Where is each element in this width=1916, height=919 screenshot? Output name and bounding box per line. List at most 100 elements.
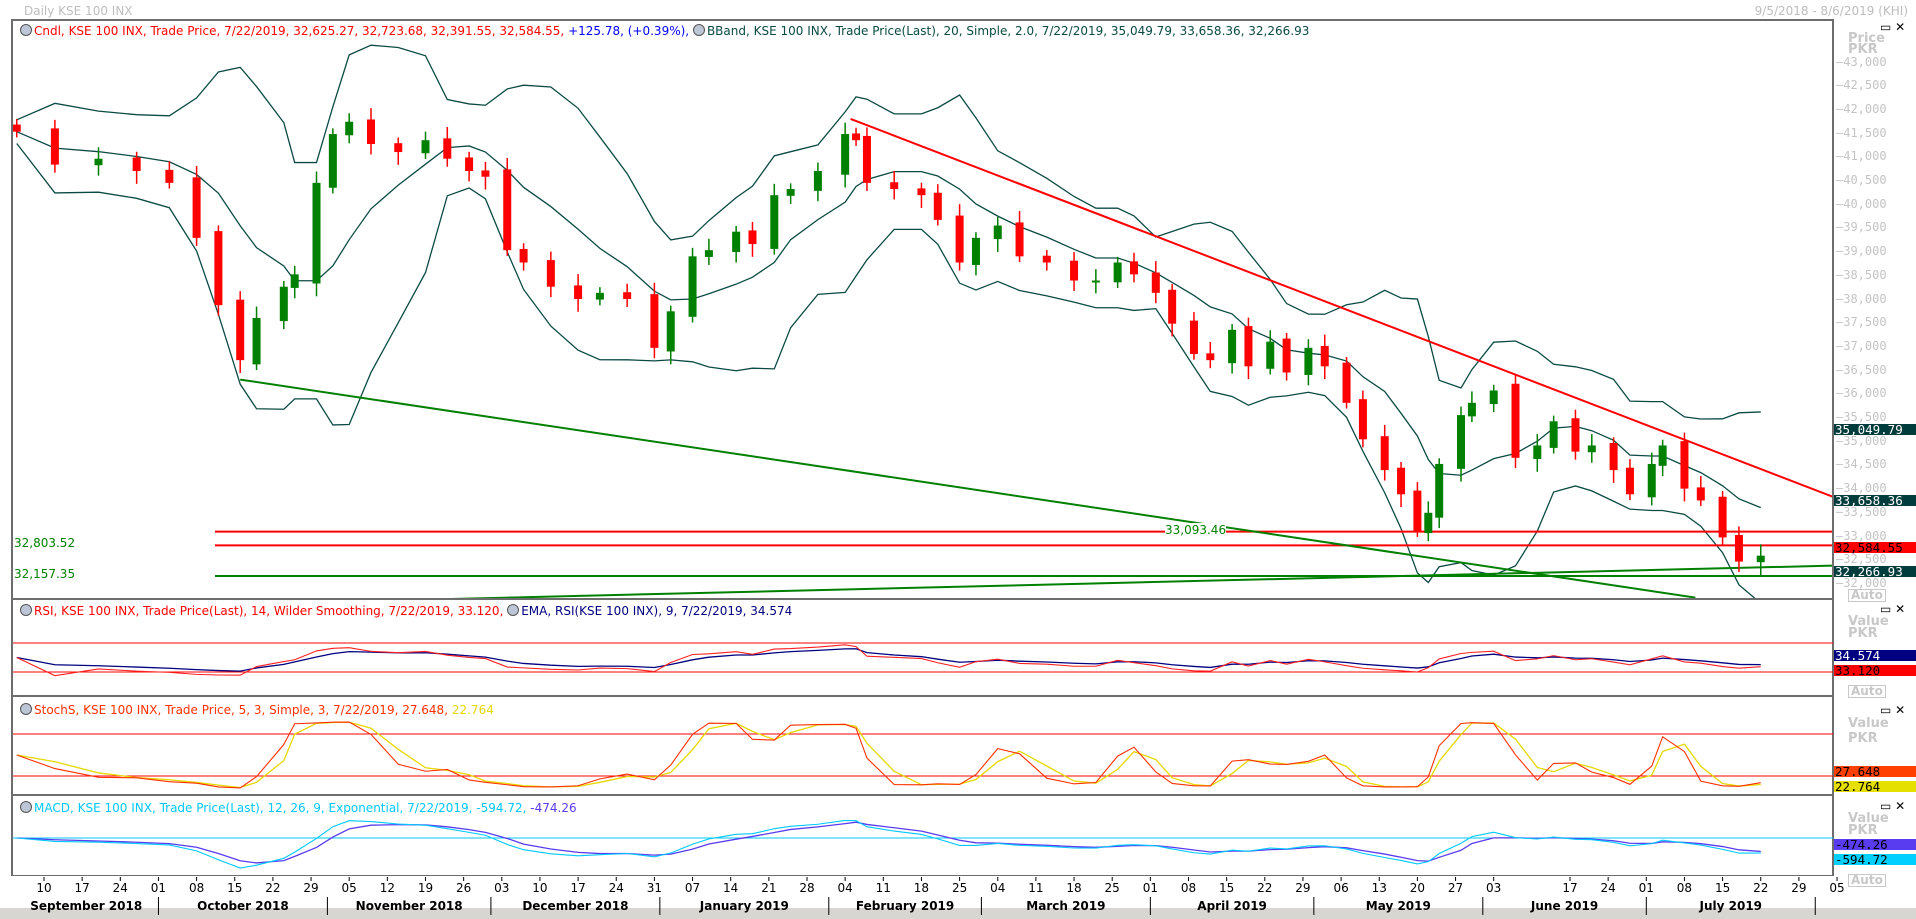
clock-icon[interactable] bbox=[692, 24, 705, 36]
x-tick-label: 15 bbox=[1714, 881, 1731, 895]
candle-body bbox=[50, 128, 59, 165]
bband-middle bbox=[16, 131, 1761, 509]
x-tick-label: 24 bbox=[608, 881, 624, 895]
x-tick-label: 01 bbox=[1142, 881, 1158, 895]
candle-body bbox=[786, 189, 795, 196]
auto-scale-button[interactable]: Auto bbox=[1848, 589, 1886, 602]
rsi-axis-title: Value bbox=[1848, 614, 1889, 629]
x-tick-label: 29 bbox=[1791, 881, 1807, 895]
candle-body bbox=[1413, 490, 1422, 532]
macd-signal-line bbox=[16, 821, 1761, 864]
clock-icon[interactable] bbox=[20, 24, 32, 36]
x-tick-label: 01 bbox=[1638, 881, 1654, 895]
maximize-close-buttons[interactable]: ▭ ✕ bbox=[1880, 20, 1906, 34]
candle-body bbox=[1734, 535, 1743, 562]
x-tick-label: 27 bbox=[1447, 881, 1464, 895]
x-tick-label: 07 bbox=[684, 881, 701, 895]
month-label: April 2019 bbox=[1197, 899, 1267, 913]
macd-axis-title: Value bbox=[1848, 811, 1889, 826]
rsi-axis-unit: PKR bbox=[1848, 626, 1878, 641]
candle-body bbox=[732, 231, 741, 253]
x-tick-label: 06 bbox=[1333, 881, 1349, 895]
candle-body bbox=[574, 285, 583, 299]
candle-body bbox=[465, 157, 474, 172]
month-label: June 2019 bbox=[1530, 899, 1599, 913]
level-label: 32,803.52 bbox=[14, 536, 76, 551]
rsi-legend-text[interactable]: RSI, KSE 100 INX, Trade Price(Last), 14,… bbox=[34, 604, 504, 618]
x-tick-label: 17 bbox=[74, 881, 90, 895]
candle-body bbox=[955, 215, 964, 263]
candle-body bbox=[770, 195, 779, 249]
x-tick-label: 26 bbox=[456, 881, 472, 895]
month-label: September 2018 bbox=[30, 899, 143, 913]
candle-body bbox=[1189, 320, 1198, 354]
x-tick-label: 15 bbox=[227, 881, 243, 895]
price-tick-label: –42,500 bbox=[1836, 78, 1887, 93]
candle-body bbox=[1680, 441, 1689, 489]
candle-body bbox=[1320, 345, 1329, 367]
candle-body bbox=[666, 311, 675, 352]
candle-body bbox=[1113, 262, 1122, 283]
candle-body bbox=[1609, 443, 1618, 471]
clock-icon[interactable] bbox=[20, 703, 32, 715]
x-tick-label: 29 bbox=[303, 881, 319, 895]
clock-icon[interactable] bbox=[20, 604, 32, 616]
date-range: 9/5/2018 - 8/6/2019 (KHI) bbox=[1754, 4, 1908, 18]
rsi-value-box: 33.120 bbox=[1834, 664, 1916, 677]
price-tick-label: –36,000 bbox=[1836, 386, 1887, 401]
month-label: March 2019 bbox=[1026, 899, 1106, 913]
maximize-close-buttons[interactable]: ▭ ✕ bbox=[1880, 602, 1906, 616]
cndl-legend[interactable]: Cndl, KSE 100 INX, Trade Price, 7/22/201… bbox=[34, 24, 565, 38]
macd-line bbox=[16, 819, 1761, 869]
x-tick-label: 18 bbox=[1066, 881, 1082, 895]
candle-body bbox=[1467, 402, 1476, 417]
auto-scale-button[interactable]: Auto bbox=[1848, 685, 1886, 698]
candle-body bbox=[1457, 415, 1465, 469]
signal-value-box: -474.26 bbox=[1834, 838, 1916, 851]
x-tick-label: 18 bbox=[913, 881, 930, 895]
candle-body bbox=[165, 169, 174, 183]
price-tick-label: –32,000 bbox=[1836, 575, 1887, 590]
candle-body bbox=[623, 292, 632, 299]
x-tick-label: 12 bbox=[379, 881, 395, 895]
candle-body bbox=[503, 169, 512, 251]
candle-body bbox=[192, 177, 201, 238]
x-tick-label: 29 bbox=[1295, 881, 1311, 895]
month-label: May 2019 bbox=[1365, 899, 1431, 913]
month-label: November 2018 bbox=[355, 899, 463, 913]
price-tick-label: –41,500 bbox=[1836, 125, 1887, 140]
price-tick-label: –36,500 bbox=[1836, 362, 1887, 377]
x-tick-label: 04 bbox=[990, 881, 1006, 895]
maximize-close-buttons[interactable]: ▭ ✕ bbox=[1880, 799, 1906, 813]
macd-legend-text[interactable]: MACD, KSE 100 INX, Trade Price(Last), 12… bbox=[34, 801, 527, 815]
stoch-d-value-box: 22.764 bbox=[1834, 780, 1916, 793]
month-label: February 2019 bbox=[855, 899, 955, 913]
price-tick-label: –38,500 bbox=[1836, 267, 1887, 282]
x-tick-label: 24 bbox=[112, 881, 128, 895]
candle-body bbox=[367, 119, 375, 145]
maximize-close-buttons[interactable]: ▭ ✕ bbox=[1880, 703, 1906, 717]
stoch-legend-text[interactable]: StochS, KSE 100 INX, Trade Price, 5, 3, … bbox=[34, 703, 449, 717]
window-title: Daily KSE 100 INX bbox=[24, 4, 133, 18]
candle-body bbox=[13, 124, 21, 132]
clock-icon[interactable] bbox=[507, 604, 520, 616]
price-tick-label: –33,000 bbox=[1836, 528, 1887, 543]
ema-legend-text[interactable]: EMA, RSI(KSE 100 INX), 9, 7/22/2019, 34.… bbox=[521, 604, 793, 618]
rsi-legend: RSI, KSE 100 INX, Trade Price(Last), 14,… bbox=[20, 604, 792, 618]
auto-scale-button[interactable]: Auto bbox=[1848, 874, 1886, 887]
bband-legend[interactable]: BBand, KSE 100 INX, Trade Price(Last), 2… bbox=[706, 24, 1310, 38]
candle-body bbox=[1658, 445, 1667, 466]
price-value-box: 32,266.93 bbox=[1834, 565, 1916, 578]
price-tick-label: –38,000 bbox=[1836, 291, 1887, 306]
x-tick-label: 17 bbox=[1562, 881, 1578, 895]
month-label: December 2018 bbox=[522, 899, 629, 913]
candle-body bbox=[312, 182, 321, 284]
clock-icon[interactable] bbox=[20, 801, 32, 813]
price-tick-label: –34,000 bbox=[1836, 481, 1887, 496]
macd-value-box: -594.72 bbox=[1834, 853, 1916, 866]
x-tick-label: 11 bbox=[875, 881, 891, 895]
candle-body bbox=[650, 294, 659, 348]
candle-body bbox=[279, 286, 288, 322]
macd-legend: MACD, KSE 100 INX, Trade Price(Last), 12… bbox=[20, 801, 577, 815]
